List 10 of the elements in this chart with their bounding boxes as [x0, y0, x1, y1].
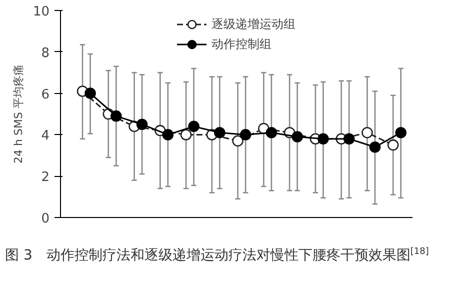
y-tick-label: 0 — [41, 212, 50, 226]
text: 图 3 动作控制疗法和逐级递增运动疗法对慢性下腰疼干预效果图$^{[18]}$ — [5, 246, 429, 266]
legend-label: 动作控制组 — [212, 36, 272, 52]
y-tick-label: 6 — [41, 87, 50, 102]
y-axis-title: 24 h SMS 平均疼痛 — [12, 64, 25, 164]
y-tick-label: 2 — [41, 170, 50, 186]
y-tick-label: 10 — [32, 4, 50, 20]
y-tick-label: 8 — [41, 46, 50, 61]
legend-label: 逐级递增运动组 — [212, 16, 296, 32]
y-tick-label: 4 — [41, 128, 50, 144]
